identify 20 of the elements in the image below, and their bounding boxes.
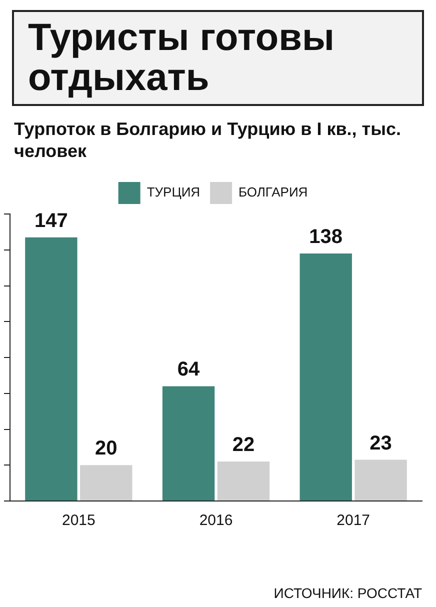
legend-label: ТУРЦИЯ <box>146 184 200 200</box>
legend-label: БОЛГАРИЯ <box>238 184 308 200</box>
bar <box>300 253 352 500</box>
chart-subtitle: Турпоток в Болгарию и Турцию в I кв., тыс. человек <box>14 118 402 162</box>
bar <box>354 460 407 500</box>
data-label: 147 <box>34 210 68 232</box>
data-label: 22 <box>232 434 255 456</box>
bar <box>25 237 78 500</box>
data-label: 138 <box>309 226 343 248</box>
data-label: 23 <box>370 432 392 454</box>
data-label: 64 <box>177 358 201 381</box>
text: ИСТОЧНИК: РОССТАТ <box>274 585 422 601</box>
bar <box>80 465 132 500</box>
bar <box>217 462 270 500</box>
x-tick-label: 2016 <box>199 512 233 530</box>
x-tick-label: 2015 <box>62 512 96 530</box>
x-tick-label: 2017 <box>336 512 370 530</box>
chart-title: Туристы готовы отдыхать <box>12 10 424 106</box>
data-label: 20 <box>95 438 118 460</box>
bar <box>162 386 215 500</box>
